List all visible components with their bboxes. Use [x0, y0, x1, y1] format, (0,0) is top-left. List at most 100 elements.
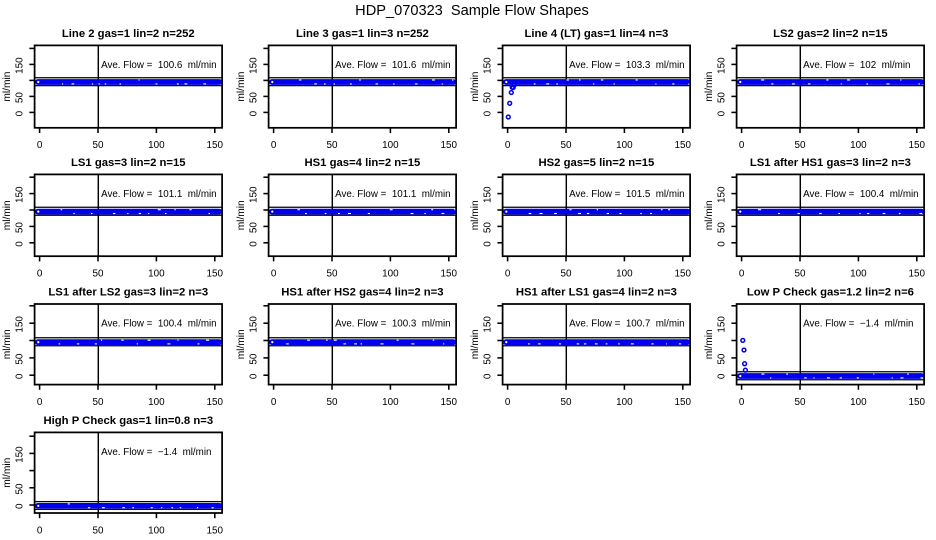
svg-text:High P Check gas=1 lin=0.8 n=3: High P Check gas=1 lin=0.8 n=3: [43, 415, 213, 427]
svg-text:100: 100: [148, 525, 165, 536]
svg-text:150: 150: [909, 269, 926, 280]
svg-text:ml/min: ml/min: [470, 200, 481, 230]
svg-text:100: 100: [616, 397, 633, 408]
svg-text:Ave. Flow = 101.6 ml/min: Ave. Flow = 101.6 ml/min: [335, 60, 451, 71]
svg-text:50: 50: [93, 140, 104, 151]
svg-text:150: 150: [909, 140, 926, 151]
svg-text:150: 150: [716, 316, 727, 333]
svg-text:0: 0: [716, 110, 727, 116]
svg-text:0: 0: [716, 241, 727, 247]
svg-text:Ave. Flow = 103.3 ml/min: Ave. Flow = 103.3 ml/min: [569, 60, 685, 71]
svg-text:ml/min: ml/min: [236, 329, 247, 359]
svg-text:50: 50: [248, 222, 259, 233]
svg-text:150: 150: [14, 316, 25, 333]
svg-text:0: 0: [14, 503, 25, 509]
svg-text:150: 150: [14, 186, 25, 203]
svg-text:0: 0: [248, 373, 259, 379]
svg-text:50: 50: [716, 353, 727, 364]
svg-text:Ave. Flow = −1.4 ml/min: Ave. Flow = −1.4 ml/min: [101, 447, 211, 458]
svg-text:0: 0: [271, 269, 277, 280]
svg-text:0: 0: [37, 269, 43, 280]
svg-text:150: 150: [675, 140, 692, 151]
svg-text:Ave. Flow = 100.3 ml/min: Ave. Flow = 100.3 ml/min: [335, 319, 451, 330]
svg-text:0: 0: [716, 373, 727, 379]
svg-text:Ave. Flow = 101.5 ml/min: Ave. Flow = 101.5 ml/min: [569, 189, 685, 200]
svg-text:0: 0: [505, 397, 511, 408]
svg-text:HS2 gas=5 lin=2 n=15: HS2 gas=5 lin=2 n=15: [538, 157, 654, 169]
svg-text:ml/min: ml/min: [2, 458, 13, 488]
svg-text:LS2 gas=2 lin=2 n=15: LS2 gas=2 lin=2 n=15: [773, 28, 888, 40]
svg-text:0: 0: [482, 241, 493, 247]
svg-text:100: 100: [616, 269, 633, 280]
svg-text:0: 0: [248, 241, 259, 247]
svg-text:50: 50: [482, 222, 493, 233]
svg-text:150: 150: [716, 186, 727, 203]
svg-text:0: 0: [248, 110, 259, 116]
svg-text:Ave. Flow = −1.4 ml/min: Ave. Flow = −1.4 ml/min: [803, 319, 913, 330]
svg-text:ml/min: ml/min: [704, 329, 715, 359]
svg-text:0: 0: [271, 397, 277, 408]
svg-text:LS1 after HS1 gas=3 lin=2 n=3: LS1 after HS1 gas=3 lin=2 n=3: [750, 157, 911, 169]
svg-text:150: 150: [482, 316, 493, 333]
svg-text:0: 0: [37, 140, 43, 151]
svg-text:50: 50: [561, 269, 572, 280]
svg-text:50: 50: [14, 222, 25, 233]
svg-text:0: 0: [505, 269, 511, 280]
svg-text:0: 0: [482, 373, 493, 379]
svg-text:LS1 after LS2 gas=3 lin=2 n=3: LS1 after LS2 gas=3 lin=2 n=3: [48, 286, 208, 298]
svg-text:0: 0: [505, 140, 511, 151]
svg-text:50: 50: [93, 525, 104, 536]
svg-text:50: 50: [248, 92, 259, 103]
svg-text:150: 150: [716, 57, 727, 74]
svg-text:150: 150: [482, 186, 493, 203]
svg-text:150: 150: [482, 57, 493, 74]
svg-text:100: 100: [382, 397, 399, 408]
svg-text:ml/min: ml/min: [470, 329, 481, 359]
svg-text:150: 150: [441, 140, 458, 151]
svg-text:100: 100: [850, 140, 867, 151]
svg-text:Line 4 (LT) gas=1 lin=4 n=3: Line 4 (LT) gas=1 lin=4 n=3: [524, 28, 668, 40]
svg-text:150: 150: [14, 57, 25, 74]
svg-text:150: 150: [207, 397, 224, 408]
svg-text:Line 2 gas=1 lin=2 n=252: Line 2 gas=1 lin=2 n=252: [62, 28, 195, 40]
svg-text:Ave. Flow = 100.6 ml/min: Ave. Flow = 100.6 ml/min: [101, 60, 217, 71]
svg-text:150: 150: [248, 186, 259, 203]
svg-text:50: 50: [14, 92, 25, 103]
svg-text:50: 50: [482, 92, 493, 103]
svg-text:ml/min: ml/min: [704, 72, 715, 102]
svg-text:ml/min: ml/min: [2, 200, 13, 230]
svg-text:50: 50: [482, 353, 493, 364]
svg-text:50: 50: [561, 397, 572, 408]
svg-text:100: 100: [616, 140, 633, 151]
svg-text:LS1 gas=3 lin=2 n=15: LS1 gas=3 lin=2 n=15: [71, 157, 186, 169]
svg-text:50: 50: [93, 397, 104, 408]
svg-text:50: 50: [561, 140, 572, 151]
svg-text:150: 150: [441, 397, 458, 408]
svg-text:150: 150: [207, 140, 224, 151]
svg-text:ml/min: ml/min: [236, 72, 247, 102]
svg-text:0: 0: [739, 397, 745, 408]
svg-text:50: 50: [795, 140, 806, 151]
svg-text:100: 100: [850, 397, 867, 408]
svg-text:Line 3 gas=1 lin=3 n=252: Line 3 gas=1 lin=3 n=252: [296, 28, 429, 40]
svg-text:150: 150: [248, 57, 259, 74]
svg-text:100: 100: [382, 140, 399, 151]
svg-text:100: 100: [148, 269, 165, 280]
svg-text:150: 150: [675, 397, 692, 408]
svg-text:0: 0: [14, 110, 25, 116]
svg-text:50: 50: [795, 397, 806, 408]
svg-text:0: 0: [37, 397, 43, 408]
svg-text:50: 50: [14, 353, 25, 364]
svg-text:ml/min: ml/min: [2, 329, 13, 359]
svg-text:ml/min: ml/min: [704, 200, 715, 230]
svg-text:HDP_070323 Sample Flow Shapes: HDP_070323 Sample Flow Shapes: [355, 3, 589, 19]
svg-text:HS1 gas=4 lin=2 n=15: HS1 gas=4 lin=2 n=15: [304, 157, 420, 169]
svg-text:0: 0: [739, 269, 745, 280]
svg-text:Ave. Flow = 101.1 ml/min: Ave. Flow = 101.1 ml/min: [101, 189, 217, 200]
svg-text:Ave. Flow = 102 ml/min: Ave. Flow = 102 ml/min: [803, 60, 910, 71]
svg-text:HS1 after HS2 gas=4 lin=2 n=3: HS1 after HS2 gas=4 lin=2 n=3: [281, 286, 443, 298]
svg-text:150: 150: [14, 446, 25, 463]
svg-text:150: 150: [909, 397, 926, 408]
svg-text:Ave. Flow = 101.1 ml/min: Ave. Flow = 101.1 ml/min: [335, 189, 451, 200]
svg-text:50: 50: [248, 353, 259, 364]
